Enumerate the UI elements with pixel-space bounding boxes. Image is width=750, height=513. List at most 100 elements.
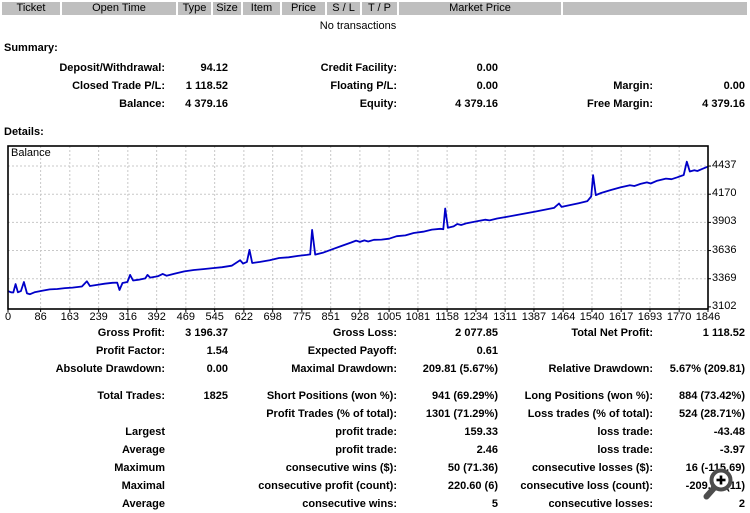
- details-label: Maximum: [114, 462, 165, 474]
- y-axis-label: 4437: [712, 159, 737, 172]
- details-label: consecutive wins ($):: [285, 462, 397, 474]
- x-axis-label: 851: [321, 311, 340, 323]
- summary-value: 4 379.16: [185, 98, 228, 110]
- x-axis-label: 1464: [550, 311, 576, 323]
- details-label: loss trade:: [597, 426, 653, 438]
- details-value: 884 (73.42%): [678, 390, 745, 402]
- details-row: Profit Factor: 1.54 Expected Payoff: 0.61: [0, 344, 750, 358]
- summary-label: Margin:: [613, 80, 653, 92]
- summary-value: 1 118.52: [185, 80, 228, 92]
- details-value: 2 077.85: [455, 327, 498, 339]
- details-label: Average: [121, 498, 165, 510]
- details-label: Maximal Drawdown:: [291, 363, 397, 375]
- details-row: Total Trades: 1825 Short Positions (won %)…: [0, 389, 750, 403]
- details-value: 220.60 (6): [447, 480, 498, 492]
- details-row: Maximum consecutive wins ($): 50 (71.36) co…: [0, 461, 750, 475]
- y-axis-label: 3102: [712, 299, 737, 312]
- no-transactions-message: No transactions: [319, 20, 397, 32]
- y-axis-label: 3903: [712, 215, 737, 228]
- column-header-price[interactable]: Price: [282, 2, 325, 15]
- details-value: -3.97: [719, 444, 745, 456]
- details-value: 0.61: [476, 345, 498, 357]
- summary-value: 4 379.16: [702, 98, 745, 110]
- details-value: 5.67% (209.81): [669, 363, 745, 375]
- column-header-spacer: [563, 2, 747, 15]
- x-axis-label: 0: [4, 311, 12, 323]
- column-header-s-l[interactable]: S / L: [327, 2, 360, 15]
- details-label: Profit Factor:: [95, 345, 165, 357]
- summary-label: Floating P/L:: [330, 80, 397, 92]
- column-header-item[interactable]: Item: [243, 2, 280, 15]
- summary-label: Deposit/Withdrawal:: [59, 62, 165, 74]
- chart-title-label: Balance: [11, 147, 51, 159]
- balance-chart-canvas: [7, 145, 711, 312]
- x-axis-label: 1158: [435, 311, 459, 323]
- y-axis-label: 4170: [712, 187, 737, 200]
- details-label: Absolute Drawdown:: [55, 363, 165, 375]
- details-row: Gross Profit: 3 196.37 Gross Loss: 2 077.85…: [0, 326, 750, 340]
- summary-row: Deposit/Withdrawal: 94.12 Credit Facility:…: [0, 61, 750, 75]
- zoom-cursor-icon: [703, 468, 733, 500]
- balance-chart: [0, 140, 750, 335]
- summary-label: Balance:: [119, 98, 165, 110]
- details-row: Average consecutive wins: 5 consecutive los…: [0, 497, 750, 511]
- balance-line: [7, 160, 709, 296]
- column-header-type[interactable]: Type: [178, 2, 211, 15]
- details-value: 159.33: [464, 426, 498, 438]
- details-row: Absolute Drawdown: 0.00 Maximal Drawdown: 2…: [0, 362, 750, 376]
- summary-label: Free Margin:: [586, 98, 653, 110]
- details-value: 2.46: [476, 444, 498, 456]
- summary-value: 0.00: [476, 80, 498, 92]
- y-axis-label: 3636: [712, 243, 737, 256]
- x-axis-label: 316: [118, 311, 137, 323]
- x-axis-label: 1081: [405, 311, 431, 323]
- x-axis-label: 545: [205, 311, 224, 323]
- column-header-market-price[interactable]: Market Price: [399, 2, 561, 15]
- summary-value: 0.00: [723, 80, 745, 92]
- x-axis-label: 1540: [579, 311, 605, 323]
- details-label: consecutive wins:: [302, 498, 397, 510]
- details-label: profit trade:: [335, 426, 397, 438]
- details-label: consecutive loss (count):: [520, 480, 653, 492]
- summary-label: Credit Facility:: [320, 62, 397, 74]
- details-value: 209.81 (5.67%): [422, 363, 498, 375]
- x-axis-label: 698: [263, 311, 282, 323]
- x-axis-label: 1693: [637, 311, 663, 323]
- details-label: Relative Drawdown:: [548, 363, 653, 375]
- details-row: Average profit trade: 2.46 loss trade: -3.97: [0, 443, 750, 457]
- summary-row: Balance: 4 379.16 Equity: 4 379.16 Free Marg…: [0, 97, 750, 111]
- details-label: Largest: [125, 426, 165, 438]
- x-axis-label: 1387: [521, 311, 547, 323]
- details-value: 524 (28.71%): [678, 408, 745, 420]
- details-value: 1825: [203, 390, 228, 402]
- details-value: 50 (71.36): [447, 462, 498, 474]
- chart-frame: [7, 145, 709, 310]
- details-label: Profit Trades (% of total):: [266, 408, 397, 420]
- details-label: loss trade:: [597, 444, 653, 456]
- details-label: Total Trades:: [97, 390, 165, 402]
- x-axis-label: 1770: [666, 311, 692, 323]
- details-label: profit trade:: [335, 444, 397, 456]
- details-label: consecutive losses:: [548, 498, 653, 510]
- x-axis-label: 1846: [695, 311, 721, 323]
- details-value: 941 (69.29%): [431, 390, 498, 402]
- details-row: Maximal consecutive profit (count): 220.60…: [0, 479, 750, 493]
- details-value: 3 196.37: [185, 327, 228, 339]
- details-label: Gross Profit:: [97, 327, 165, 339]
- x-axis-label: 928: [350, 311, 370, 323]
- details-label: consecutive losses ($):: [531, 462, 653, 474]
- details-value: 1301 (71.29%): [425, 408, 498, 420]
- column-header-t-p[interactable]: T / P: [362, 2, 397, 15]
- details-row: Largest profit trade: 159.33 loss trade: -43…: [0, 425, 750, 439]
- x-axis-label: 239: [89, 311, 108, 323]
- column-header-ticket[interactable]: Ticket: [2, 2, 60, 15]
- details-label: Long Positions (won %):: [524, 390, 653, 402]
- details-value: 1.54: [206, 345, 228, 357]
- details-value: 16 (-115.69): [685, 462, 745, 474]
- x-axis-label: 1005: [376, 311, 402, 323]
- column-header-size[interactable]: Size: [213, 2, 241, 15]
- summary-value: 4 379.16: [455, 98, 498, 110]
- column-header-open-time[interactable]: Open Time: [62, 2, 176, 15]
- details-value: 0.00: [206, 363, 228, 375]
